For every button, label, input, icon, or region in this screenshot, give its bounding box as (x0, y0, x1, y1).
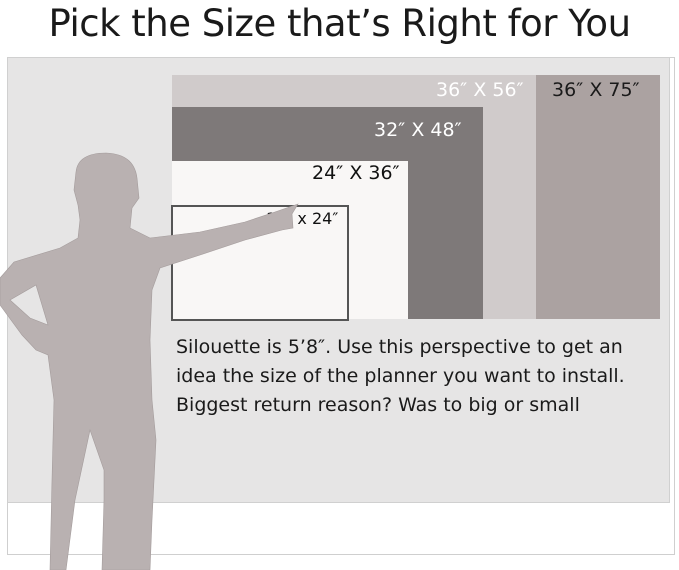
note-line: Silouette is 5’8″. Use this perspective … (176, 336, 623, 358)
title: Pick the Size that’s Right for You (48, 2, 631, 45)
size-label-24x36: 24″ X 36″ (312, 162, 400, 184)
size-label-32x48: 32″ X 48″ (374, 119, 462, 141)
note-line: idea the size of the planner you want to… (176, 365, 625, 387)
perspective-note: Silouette is 5’8″. Use this perspective … (176, 333, 625, 420)
note-line: Biggest return reason? Was to big or sma… (176, 394, 580, 416)
size-label-36x75: 36″ X 75″ (552, 79, 640, 101)
size-label-36x56: 36″ X 56″ (436, 79, 524, 101)
size-rect-36x75 (536, 75, 660, 319)
